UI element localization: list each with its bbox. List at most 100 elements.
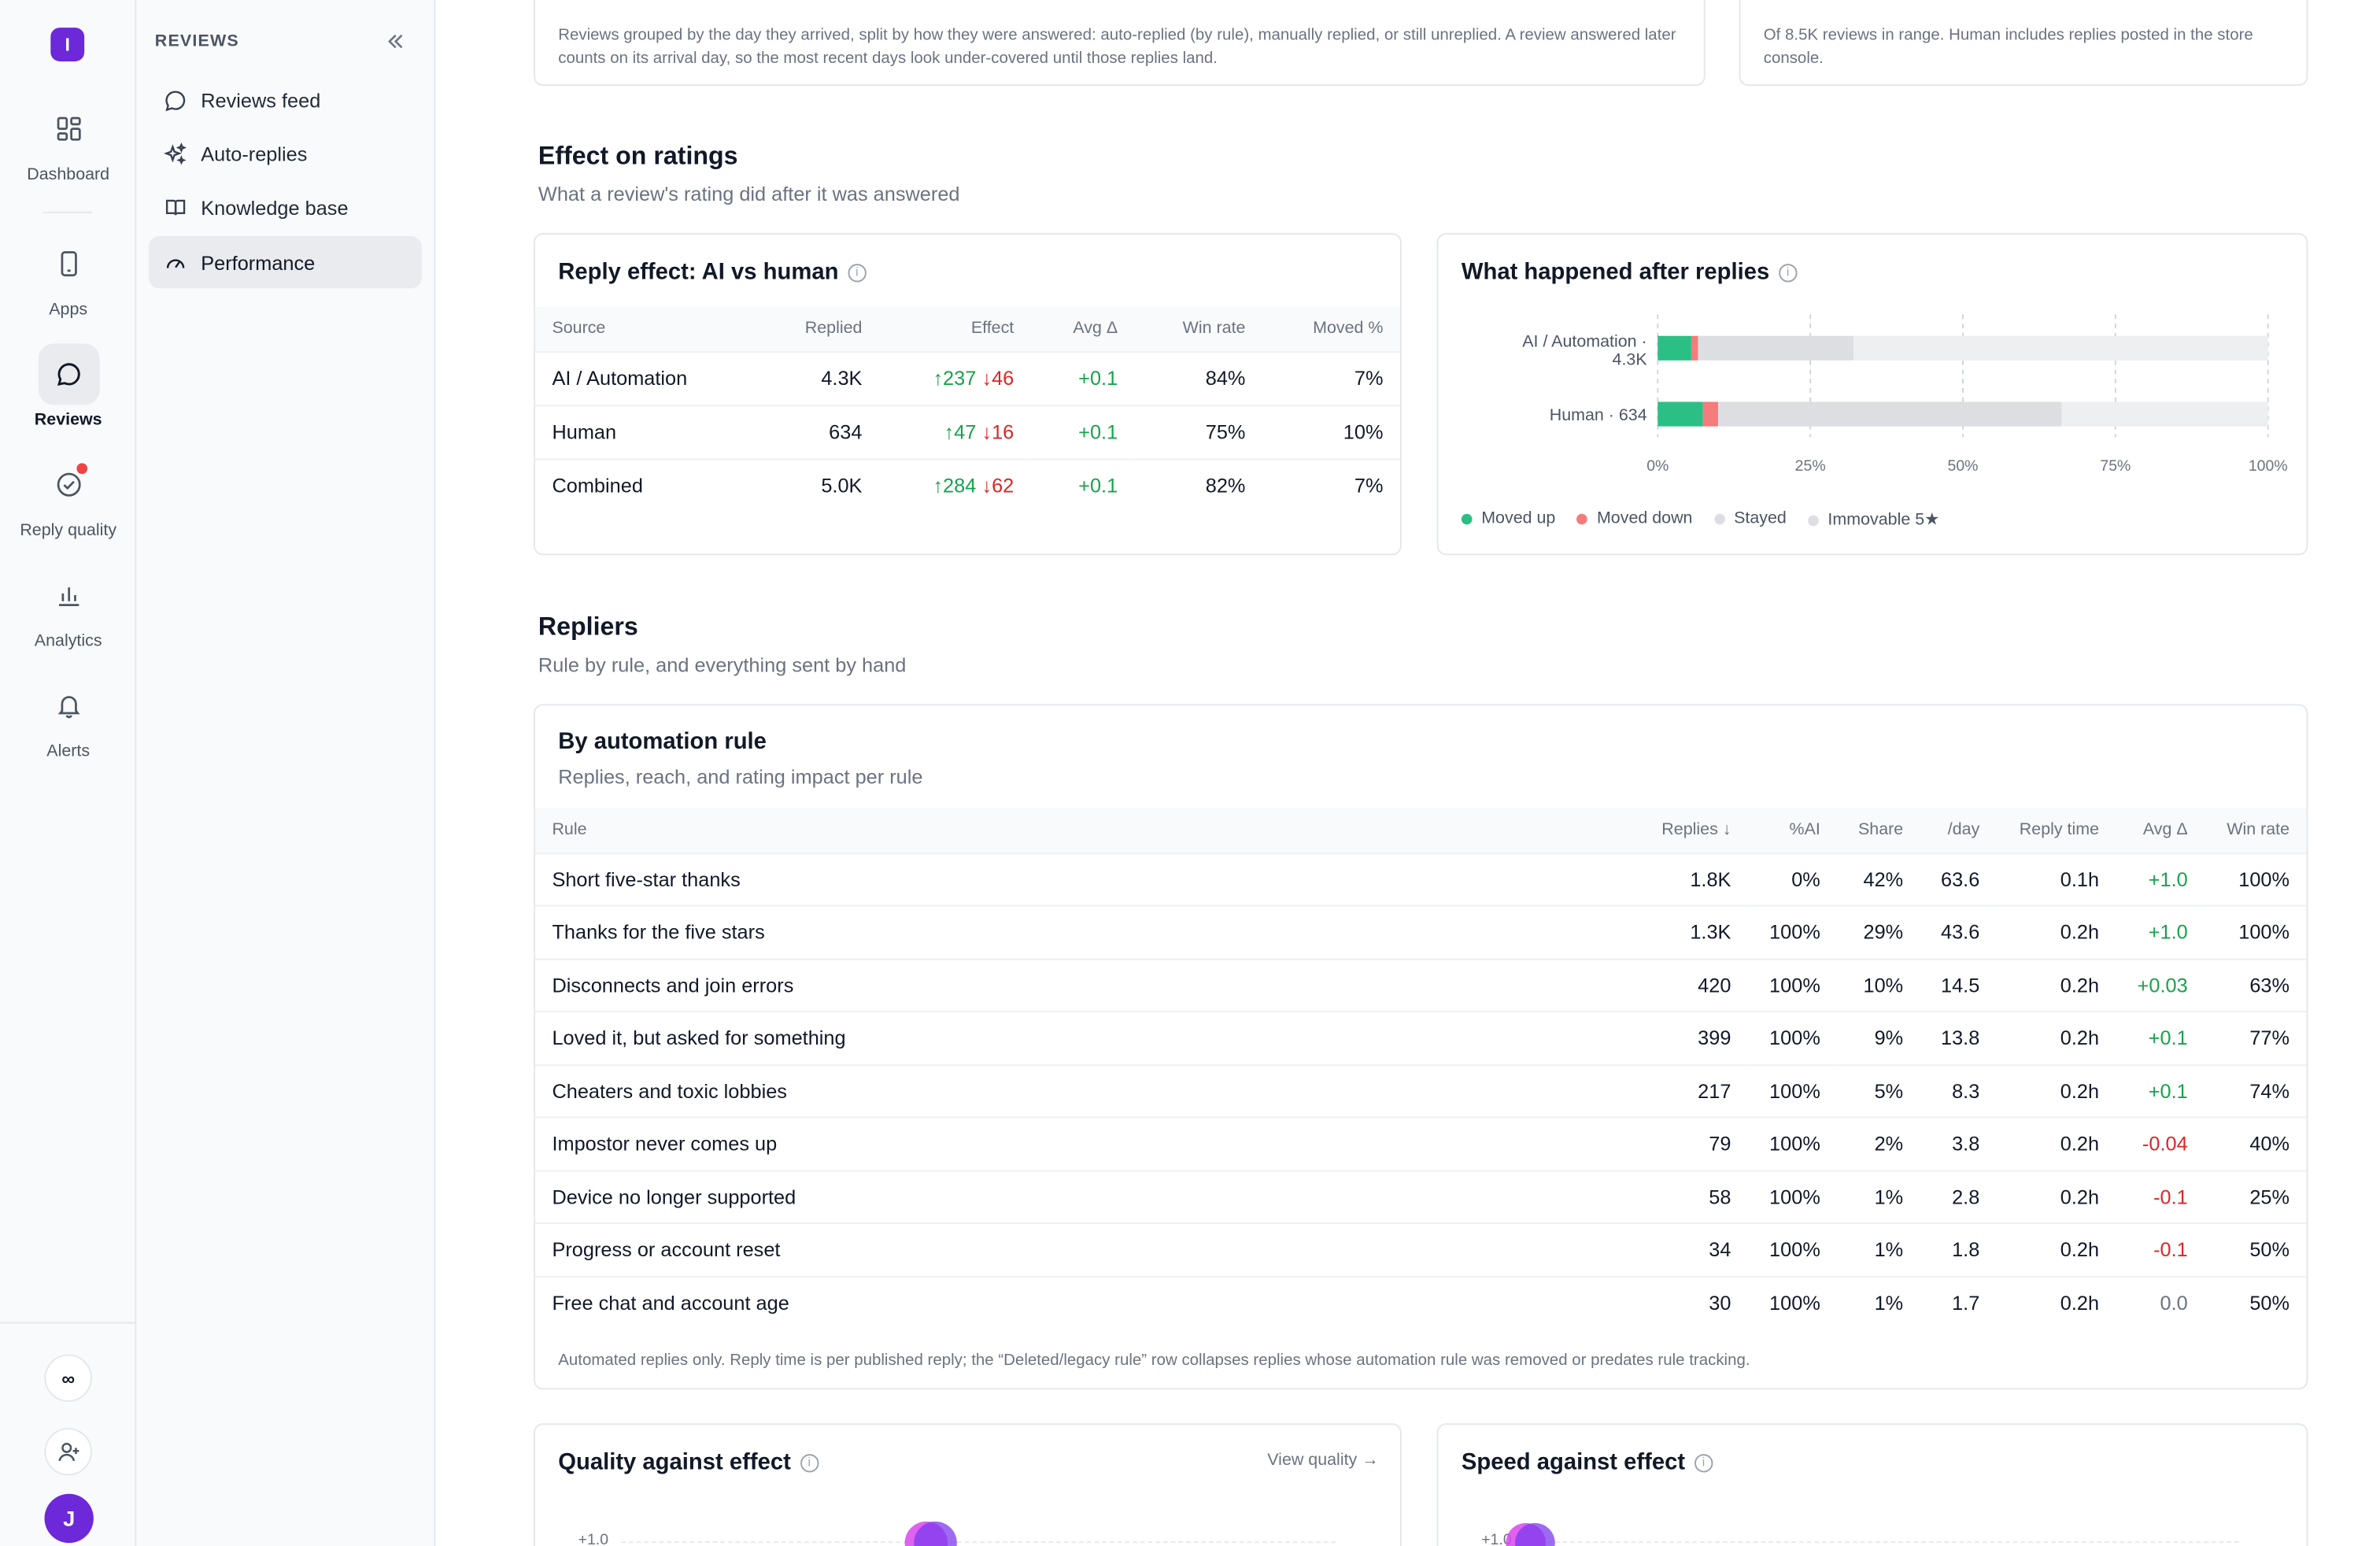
rail-item-dashboard[interactable]: Dashboard: [0, 98, 136, 184]
rail-item-reviews[interactable]: Reviews: [0, 343, 136, 430]
app-logo[interactable]: I: [50, 28, 85, 61]
source-cell: AI / Automation: [535, 350, 759, 405]
reply-effect-table-wrap: Source Replied Effect Avg Δ Win rate Mov…: [535, 306, 1400, 512]
column-header[interactable]: Source: [535, 306, 759, 352]
column-header[interactable]: /day: [1920, 808, 1997, 853]
replies-cell: 399: [1639, 1011, 1748, 1065]
table-row[interactable]: Progress or account reset 34 100% 1% 1.8 0.2h…: [535, 1222, 2307, 1277]
column-header[interactable]: Win rate: [1134, 306, 1262, 352]
column-header[interactable]: Avg Δ: [2116, 808, 2205, 853]
per-day-cell: 8.3: [1920, 1063, 1997, 1118]
rail-divider: [42, 211, 92, 213]
bar-segment-immovable-: [2061, 401, 2268, 427]
legend-label: Immovable 5★: [1828, 510, 1940, 530]
rail-label: Alerts: [46, 742, 91, 761]
table-row[interactable]: Combined 5.0K ↑284 ↓62 +0.1 82% 7%: [535, 457, 1400, 512]
ai-percent-cell: 100%: [1747, 1116, 1838, 1171]
infinity-button[interactable]: ∞: [44, 1354, 92, 1402]
ai-percent-cell: 100%: [1747, 957, 1838, 1012]
table-row[interactable]: Disconnects and join errors 420 100% 10% 14.…: [535, 957, 2307, 1012]
x-tick-label: 75%: [2100, 457, 2131, 475]
after-replies-chart: 0% 25% 50% 75% 100% AI / Automation ·4.3K Huma…: [1522, 314, 2288, 475]
reply-time-cell: 0.2h: [1996, 1011, 2116, 1065]
column-header[interactable]: Rule: [535, 808, 1639, 853]
rule-name-cell: Thanks for the five stars: [535, 904, 1639, 959]
card-title-text: Speed against effect: [1461, 1449, 1686, 1476]
info-icon[interactable]: i: [1694, 1453, 1713, 1472]
sidebar-item-knowledge-base[interactable]: Knowledge base: [149, 181, 422, 233]
win-rate-cell: 63%: [2204, 957, 2307, 1012]
reply-time-cell: 0.2h: [1996, 1063, 2116, 1118]
rail-label: Analytics: [34, 631, 102, 651]
ai-percent-cell: 100%: [1747, 904, 1838, 959]
effect-cell: ↑284 ↓62: [878, 457, 1031, 512]
x-tick-label: 25%: [1795, 457, 1826, 475]
coverage-card: Reviews grouped by the day they arrived,…: [534, 0, 1706, 87]
add-user-button[interactable]: [44, 1428, 92, 1476]
rail-item-alerts[interactable]: Alerts: [0, 675, 136, 760]
collapse-sidebar-button[interactable]: [385, 31, 406, 60]
section-title: Effect on ratings: [538, 142, 738, 171]
column-header[interactable]: Win rate: [2204, 808, 2307, 853]
bar-segment-stayed: [1718, 401, 2062, 427]
avg-delta-cell: +0.1: [1030, 457, 1135, 512]
replies-cell: 34: [1639, 1222, 1748, 1277]
avatar[interactable]: J: [44, 1493, 94, 1544]
card-caption: Reviews grouped by the day they arrived,…: [558, 26, 1676, 68]
legend-label: Stayed: [1734, 509, 1787, 528]
bar-segment-moved-down: [1691, 335, 1698, 361]
rail-item-reply-quality[interactable]: Reply quality: [0, 454, 136, 540]
table-row[interactable]: Free chat and account age 30 100% 1% 1.7 0.2h…: [535, 1275, 2307, 1330]
by-rule-card: By automation rule Replies, reach, and r…: [534, 704, 2308, 1390]
column-header[interactable]: Moved %: [1262, 306, 1400, 352]
sidebar-item-reviews-feed[interactable]: Reviews feed: [149, 74, 422, 126]
card-title-text: What happened after replies: [1461, 259, 1770, 286]
per-day-cell: 1.8: [1920, 1222, 1997, 1277]
column-header[interactable]: Replied: [758, 306, 879, 352]
rail-item-analytics[interactable]: Analytics: [0, 564, 136, 650]
table-row[interactable]: AI / Automation 4.3K ↑237 ↓46 +0.1 84% 7%: [535, 350, 1400, 405]
table-row[interactable]: Short five-star thanks 1.8K 0% 42% 63.6 0.1h +…: [535, 852, 2307, 906]
ai-percent-cell: 100%: [1747, 1011, 1838, 1065]
ai-percent-cell: 0%: [1747, 852, 1838, 906]
info-icon[interactable]: i: [1778, 263, 1798, 282]
ai-percent-cell: 100%: [1747, 1169, 1838, 1223]
avg-delta-cell: +1.0: [2116, 852, 2205, 906]
x-tick-label: 100%: [2249, 457, 2288, 475]
table-row[interactable]: Human 634 ↑47 ↓16 +0.1 75% 10%: [535, 404, 1400, 459]
table-row[interactable]: Thanks for the five stars 1.3K 100% 29% 43.6…: [535, 904, 2307, 959]
column-header[interactable]: Effect: [878, 306, 1031, 352]
sidebar-item-auto-replies[interactable]: Auto-replies: [149, 128, 422, 179]
reply-time-cell: 0.2h: [1996, 1275, 2116, 1330]
rail-divider: [0, 1322, 135, 1324]
table-row[interactable]: Loved it, but asked for something 399 100%…: [535, 1011, 2307, 1065]
column-header[interactable]: Avg Δ: [1030, 306, 1135, 352]
replied-cell: 5.0K: [758, 457, 879, 512]
info-icon[interactable]: i: [848, 263, 867, 282]
effect-up: ↑47: [944, 420, 977, 444]
rule-name-cell: Cheaters and toxic lobbies: [535, 1063, 1639, 1118]
table-row[interactable]: Device no longer supported 58 100% 1% 2.8 0.2…: [535, 1169, 2307, 1223]
rail-item-apps[interactable]: Apps: [0, 233, 136, 319]
table-row[interactable]: Cheaters and toxic lobbies 217 100% 5% 8.3 0.…: [535, 1063, 2307, 1118]
share-cell: 29%: [1837, 904, 1920, 959]
view-quality-link[interactable]: View quality →: [1267, 1451, 1379, 1470]
column-header[interactable]: %AI: [1747, 808, 1838, 853]
sidebar-item-performance[interactable]: Performance: [149, 236, 422, 289]
info-icon[interactable]: i: [800, 1453, 819, 1472]
nav-heading: REVIEWS: [154, 31, 239, 51]
bar-segment-immovable-: [1853, 335, 2268, 361]
reply-time-cell: 0.2h: [1996, 904, 2116, 959]
table-footnote: Automated replies only. Reply time is pe…: [558, 1351, 1750, 1370]
per-day-cell: 14.5: [1920, 957, 1997, 1012]
avg-delta-cell: -0.1: [2116, 1169, 2205, 1223]
rule-name-cell: Device no longer supported: [535, 1169, 1639, 1223]
column-header-sorted[interactable]: Replies ↓: [1639, 808, 1748, 853]
bell-icon: [38, 675, 99, 736]
legend-item-moved-down: Moved down: [1576, 509, 1692, 529]
table-row[interactable]: Impostor never comes up 79 100% 2% 3.8 0.2h -0…: [535, 1116, 2307, 1171]
column-header[interactable]: Reply time: [1996, 808, 2116, 853]
share-cell: 42%: [1837, 852, 1920, 906]
moved-cell: 7%: [1262, 457, 1400, 512]
column-header[interactable]: Share: [1837, 808, 1920, 853]
